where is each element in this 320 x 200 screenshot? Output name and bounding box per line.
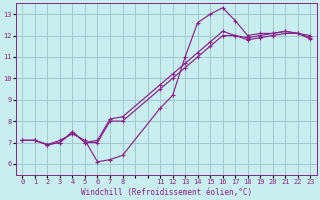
X-axis label: Windchill (Refroidissement éolien,°C): Windchill (Refroidissement éolien,°C) (81, 188, 252, 197)
